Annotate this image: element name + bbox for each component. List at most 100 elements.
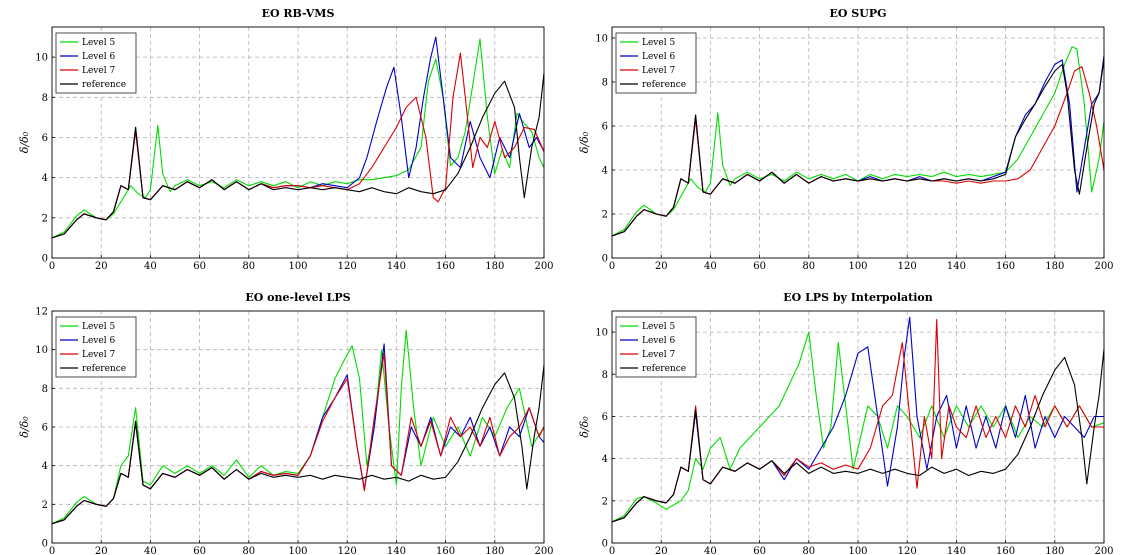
x-tick-label: 140 [387, 261, 406, 272]
series-line-reference [51, 73, 545, 239]
x-tick-label: 80 [802, 546, 815, 555]
legend-label: reference [82, 80, 126, 90]
x-tick-label: 0 [609, 261, 615, 272]
x-tick-label: 200 [1094, 261, 1113, 272]
y-tick-label: 0 [602, 254, 608, 265]
y-tick-label: 2 [602, 210, 608, 221]
x-tick-label: 0 [609, 546, 615, 555]
series-line-reference [611, 348, 1105, 523]
y-tick-label: 0 [42, 254, 48, 265]
series-line-level-5 [611, 46, 1105, 237]
chart-title: EO LPS by Interpolation [783, 291, 932, 304]
y-tick-label: 6 [602, 122, 608, 133]
y-tick-label: 8 [42, 384, 48, 395]
x-tick-label: 100 [848, 546, 867, 555]
legend-label: reference [82, 364, 126, 374]
y-tick-label: 6 [42, 423, 48, 434]
y-tick-label: 6 [602, 412, 608, 423]
x-tick-label: 120 [338, 546, 357, 555]
legend-box [615, 316, 697, 378]
x-tick-label: 100 [288, 261, 307, 272]
x-tick-label: 120 [898, 546, 917, 555]
series-line-reference [611, 59, 1105, 237]
x-tick-label: 100 [848, 261, 867, 272]
y-tick-label: 8 [602, 78, 608, 89]
x-tick-label: 0 [49, 261, 55, 272]
legend-label: Level 5 [82, 322, 115, 332]
x-tick-label: 40 [704, 261, 717, 272]
legend-label: Level 5 [642, 322, 675, 332]
legend: Level 5 Level 6 Level 7 reference [55, 316, 137, 378]
legend: Level 5 Level 6 Level 7 reference [55, 32, 137, 94]
y-tick-label: 4 [42, 461, 48, 472]
series-line-level-5 [611, 331, 1105, 523]
y-tick-label: 10 [35, 345, 48, 356]
chart-panel-1: EO RB-VMS 0 20 40 60 80 100 120 140 160 180 200 0 2 4 6… [18, 7, 554, 272]
x-tick-label: 20 [655, 261, 668, 272]
legend-label: Level 6 [642, 336, 675, 346]
x-tick-label: 20 [95, 261, 108, 272]
x-tick-label: 120 [338, 261, 357, 272]
legend-label: Level 6 [82, 52, 115, 62]
legend: Level 5 Level 6 Level 7 reference [615, 316, 697, 378]
y-tick-label: 8 [42, 93, 48, 104]
x-tick-label: 80 [802, 261, 815, 272]
series-line-level-5 [51, 38, 545, 239]
x-tick-label: 20 [95, 546, 108, 555]
x-tick-label: 40 [704, 546, 717, 555]
chart-title: EO RB-VMS [262, 7, 335, 20]
legend-label: Level 7 [642, 66, 675, 76]
legend-box [615, 32, 697, 94]
legend-label: Level 5 [642, 38, 675, 48]
x-tick-label: 40 [144, 261, 157, 272]
y-tick-label: 4 [42, 173, 48, 184]
x-tick-label: 180 [1045, 261, 1064, 272]
y-tick-label: 10 [595, 328, 608, 339]
y-tick-label: 10 [595, 34, 608, 45]
x-tick-label: 180 [1045, 546, 1064, 555]
x-tick-label: 140 [387, 546, 406, 555]
x-tick-label: 140 [947, 261, 966, 272]
x-tick-label: 60 [193, 261, 206, 272]
legend-box [55, 32, 137, 94]
chart-title: EO one-level LPS [245, 291, 350, 304]
legend-label: Level 7 [82, 350, 115, 360]
x-tick-label: 180 [485, 261, 504, 272]
x-tick-label: 80 [242, 546, 255, 555]
y-tick-label: 8 [602, 370, 608, 381]
y-tick-label: 6 [42, 133, 48, 144]
x-tick-label: 60 [753, 261, 766, 272]
y-tick-label: 2 [602, 496, 608, 507]
legend: Level 5 Level 6 Level 7 reference [615, 32, 697, 94]
x-tick-label: 100 [288, 546, 307, 555]
x-tick-label: 160 [996, 546, 1015, 555]
y-tick-label: 4 [602, 454, 608, 465]
x-tick-label: 120 [898, 261, 917, 272]
y-tick-label: 4 [602, 166, 608, 177]
x-tick-label: 180 [485, 546, 504, 555]
x-tick-label: 40 [144, 546, 157, 555]
legend-label: Level 5 [82, 38, 115, 48]
y-tick-label: 10 [35, 53, 48, 64]
x-tick-label: 200 [534, 261, 553, 272]
y-axis-label: δ/δ₀ [18, 131, 31, 153]
legend-label: Level 7 [642, 350, 675, 360]
x-tick-label: 80 [242, 261, 255, 272]
x-tick-label: 160 [436, 261, 455, 272]
legend-label: Level 7 [82, 66, 115, 76]
y-tick-label: 2 [42, 500, 48, 511]
x-tick-label: 140 [947, 546, 966, 555]
y-axis-label: δ/δ₀ [18, 416, 31, 438]
series-line-reference [51, 365, 545, 525]
legend-label: reference [642, 364, 686, 374]
legend-label: Level 6 [82, 336, 115, 346]
legend-box [55, 316, 137, 378]
chart-panel-2: EO SUPG 0 20 40 60 80 100 120 140 160 180 200 0 2 4 6 8 1… [578, 7, 1114, 272]
x-tick-label: 200 [1094, 546, 1113, 555]
y-axis-label: δ/δ₀ [578, 416, 591, 438]
x-tick-label: 60 [193, 546, 206, 555]
x-tick-label: 60 [753, 546, 766, 555]
